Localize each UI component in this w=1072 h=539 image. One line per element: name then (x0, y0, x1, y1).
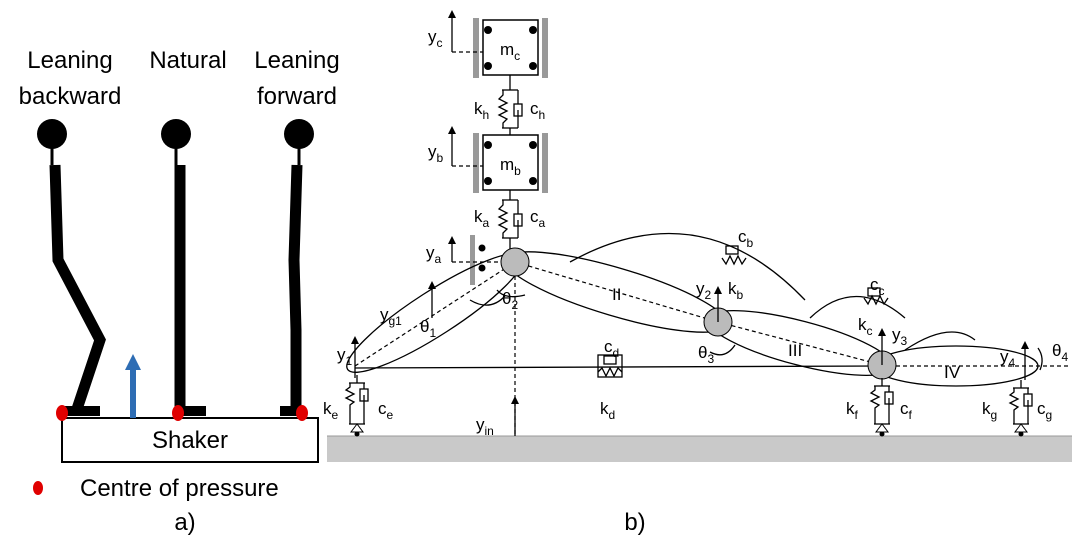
symbol-label: cc (870, 275, 885, 298)
symbol-label: y1 (337, 345, 353, 368)
symbol-label: kd (600, 399, 615, 422)
subscript: g (991, 408, 998, 422)
subscript: e (387, 408, 394, 422)
subscript: e (332, 408, 339, 422)
subscript: c (879, 284, 885, 298)
symbol-label: kg (982, 399, 997, 422)
symbol: θ (420, 317, 429, 336)
posture-label: Leaning (27, 47, 112, 74)
symbol-label: yg1 (380, 305, 402, 328)
subscript: b (737, 288, 744, 302)
subscript: g (1046, 408, 1053, 422)
symbol-label: cf (900, 399, 913, 422)
subscript: 3 (901, 334, 908, 348)
symbol: IV (944, 363, 961, 382)
subscript: 4 (1009, 356, 1016, 370)
symbol-label: kb (728, 279, 744, 302)
subscript: 3 (707, 352, 714, 366)
symbol-label: ke (323, 399, 339, 422)
symbol-label: θ4 (1052, 341, 1068, 364)
subscript: a (483, 216, 490, 230)
symbol-label: II (612, 285, 621, 304)
subscript: in (485, 424, 494, 438)
ground (327, 436, 1072, 462)
symbol-label: III (788, 341, 802, 360)
subscript: c (867, 324, 873, 338)
symbol-label: kh (474, 99, 489, 122)
symbol-label: cg (1037, 399, 1052, 422)
subscript: 2 (705, 288, 712, 302)
caption: b) (624, 509, 645, 536)
caption: a) (174, 509, 195, 536)
symbol-label: IV (944, 363, 961, 382)
symbol-label: ya (426, 243, 442, 266)
body-forward (294, 165, 297, 412)
symbol: θ (1052, 341, 1061, 360)
symbol: III (788, 341, 802, 360)
symbol-label: yc (428, 27, 443, 50)
symbol-label: yb (428, 142, 444, 165)
posture-label: Natural (149, 47, 226, 74)
posture-label: backward (19, 83, 122, 110)
subscript: h (483, 108, 490, 122)
subscript: 1 (346, 354, 353, 368)
symbol: m (500, 40, 514, 59)
figure: Shaker Centre of pressure a) Leaningback… (0, 0, 1072, 539)
subscript: c (514, 49, 520, 63)
symbol-label: θ3 (698, 343, 714, 366)
head (37, 119, 67, 149)
subscript: a (435, 252, 442, 266)
subscript: c (437, 36, 443, 50)
subscript: f (909, 408, 913, 422)
subscript: 2 (511, 298, 518, 312)
head (284, 119, 314, 149)
symbol-label: kf (846, 399, 859, 422)
symbol-label: ca (530, 207, 546, 230)
symbol-label: y3 (892, 325, 908, 348)
symbol-label: ce (378, 399, 394, 422)
symbol-label: cb (738, 227, 754, 250)
subscript: a (539, 216, 546, 230)
subscript: b (514, 164, 521, 178)
symbol: m (500, 155, 514, 174)
subscript: 4 (1061, 350, 1068, 364)
shaker-label: Shaker (152, 427, 228, 454)
posture-label: forward (257, 83, 337, 110)
symbol-label: θ1 (420, 317, 436, 340)
posture-label: Leaning (254, 47, 339, 74)
symbol-label: kc (858, 315, 873, 338)
symbol-label: ch (530, 99, 545, 122)
symbol-label: ka (474, 207, 490, 230)
panel-a: Shaker Centre of pressure a) Leaning back… (19, 47, 340, 536)
subscript: h (539, 108, 546, 122)
subscript: b (437, 151, 444, 165)
subscript: f (855, 408, 859, 422)
body-backward (55, 165, 100, 412)
subscript: d (613, 346, 620, 360)
legend-label: Centre of pressure (80, 475, 279, 502)
subscript: g1 (389, 314, 403, 328)
subscript: 1 (429, 326, 436, 340)
symbol: θ (502, 289, 511, 308)
subscript: b (747, 236, 754, 250)
symbol-label: θ2 (502, 289, 518, 312)
subscript: d (609, 408, 616, 422)
symbol: II (612, 285, 621, 304)
panel-b: ycmckhchybmbkacayayg1θ1θ2cbkby2IIθ3IIIcc… (323, 10, 1072, 536)
head (161, 119, 191, 149)
symbol-label: yin (476, 415, 494, 438)
symbol: θ (698, 343, 707, 362)
